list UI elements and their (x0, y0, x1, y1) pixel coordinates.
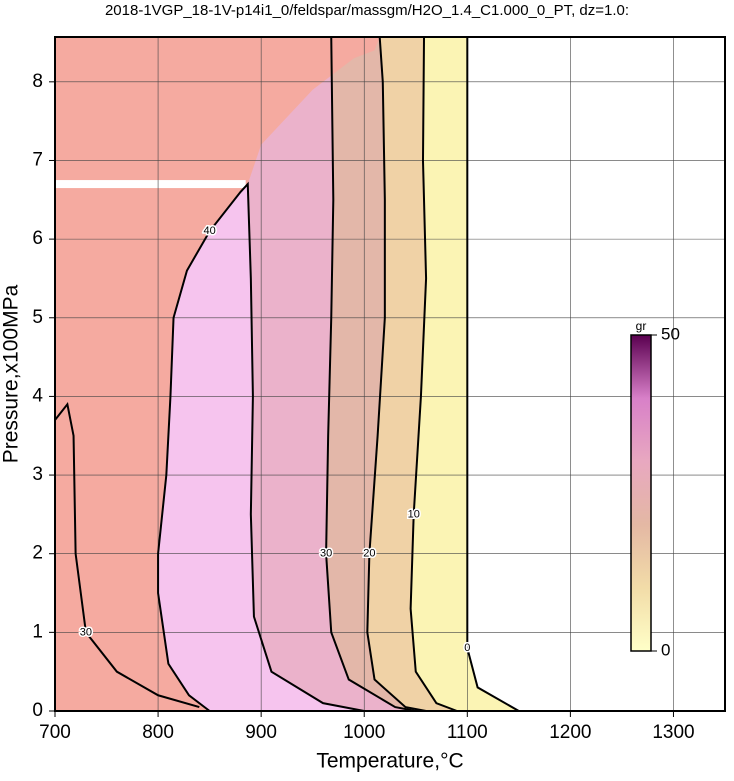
contour-line (54, 401, 200, 709)
y-tick-label: 2 (32, 543, 43, 564)
y-tick-label: 3 (32, 464, 43, 485)
x-tick-label: 700 (39, 722, 71, 743)
x-tick-label: 1200 (549, 722, 591, 743)
plot-frame (54, 36, 726, 712)
y-tick-label: 1 (32, 621, 43, 642)
x-tick-label: 1100 (447, 722, 488, 743)
contour-label: 40 (203, 225, 215, 237)
x-axis-label: Temperature,°C (316, 750, 463, 773)
colorbar-tick-label: 0 (661, 640, 670, 659)
contour-line (366, 36, 427, 712)
x-tick-label: 1000 (343, 722, 385, 743)
x-tick-label: 800 (142, 722, 174, 743)
y-tick-label: 5 (32, 307, 43, 328)
colorbar-label: gr (636, 319, 647, 333)
contour-label: 30 (320, 548, 332, 560)
y-axis-label: Pressure,x100MPa (0, 284, 23, 463)
contour-label: 0 (464, 642, 470, 654)
contour-label: 20 (363, 548, 375, 560)
y-tick-label: 6 (32, 228, 43, 249)
region-fill (55, 37, 380, 711)
y-tick-label: 8 (32, 71, 43, 92)
contour-line (325, 36, 416, 712)
x-tick-label: 900 (245, 722, 277, 743)
x-tick-label: 1300 (652, 722, 694, 743)
blank-band (55, 180, 246, 189)
contour-label: 30 (80, 626, 92, 638)
contour-line (466, 37, 520, 712)
y-tick-label: 7 (32, 149, 43, 170)
chart-title: 2018-1VGP_18-1V-p14i1_0/feldspar/massgm/… (105, 2, 629, 19)
colorbar-tick-label: 50 (661, 324, 680, 343)
y-tick-label: 4 (32, 385, 43, 406)
contour-line (157, 181, 365, 712)
contour-line (409, 36, 458, 712)
y-tick-label: 0 (32, 700, 43, 721)
contour-label: 10 (408, 508, 420, 520)
colorbar (630, 334, 652, 652)
contour-fill (158, 184, 365, 711)
